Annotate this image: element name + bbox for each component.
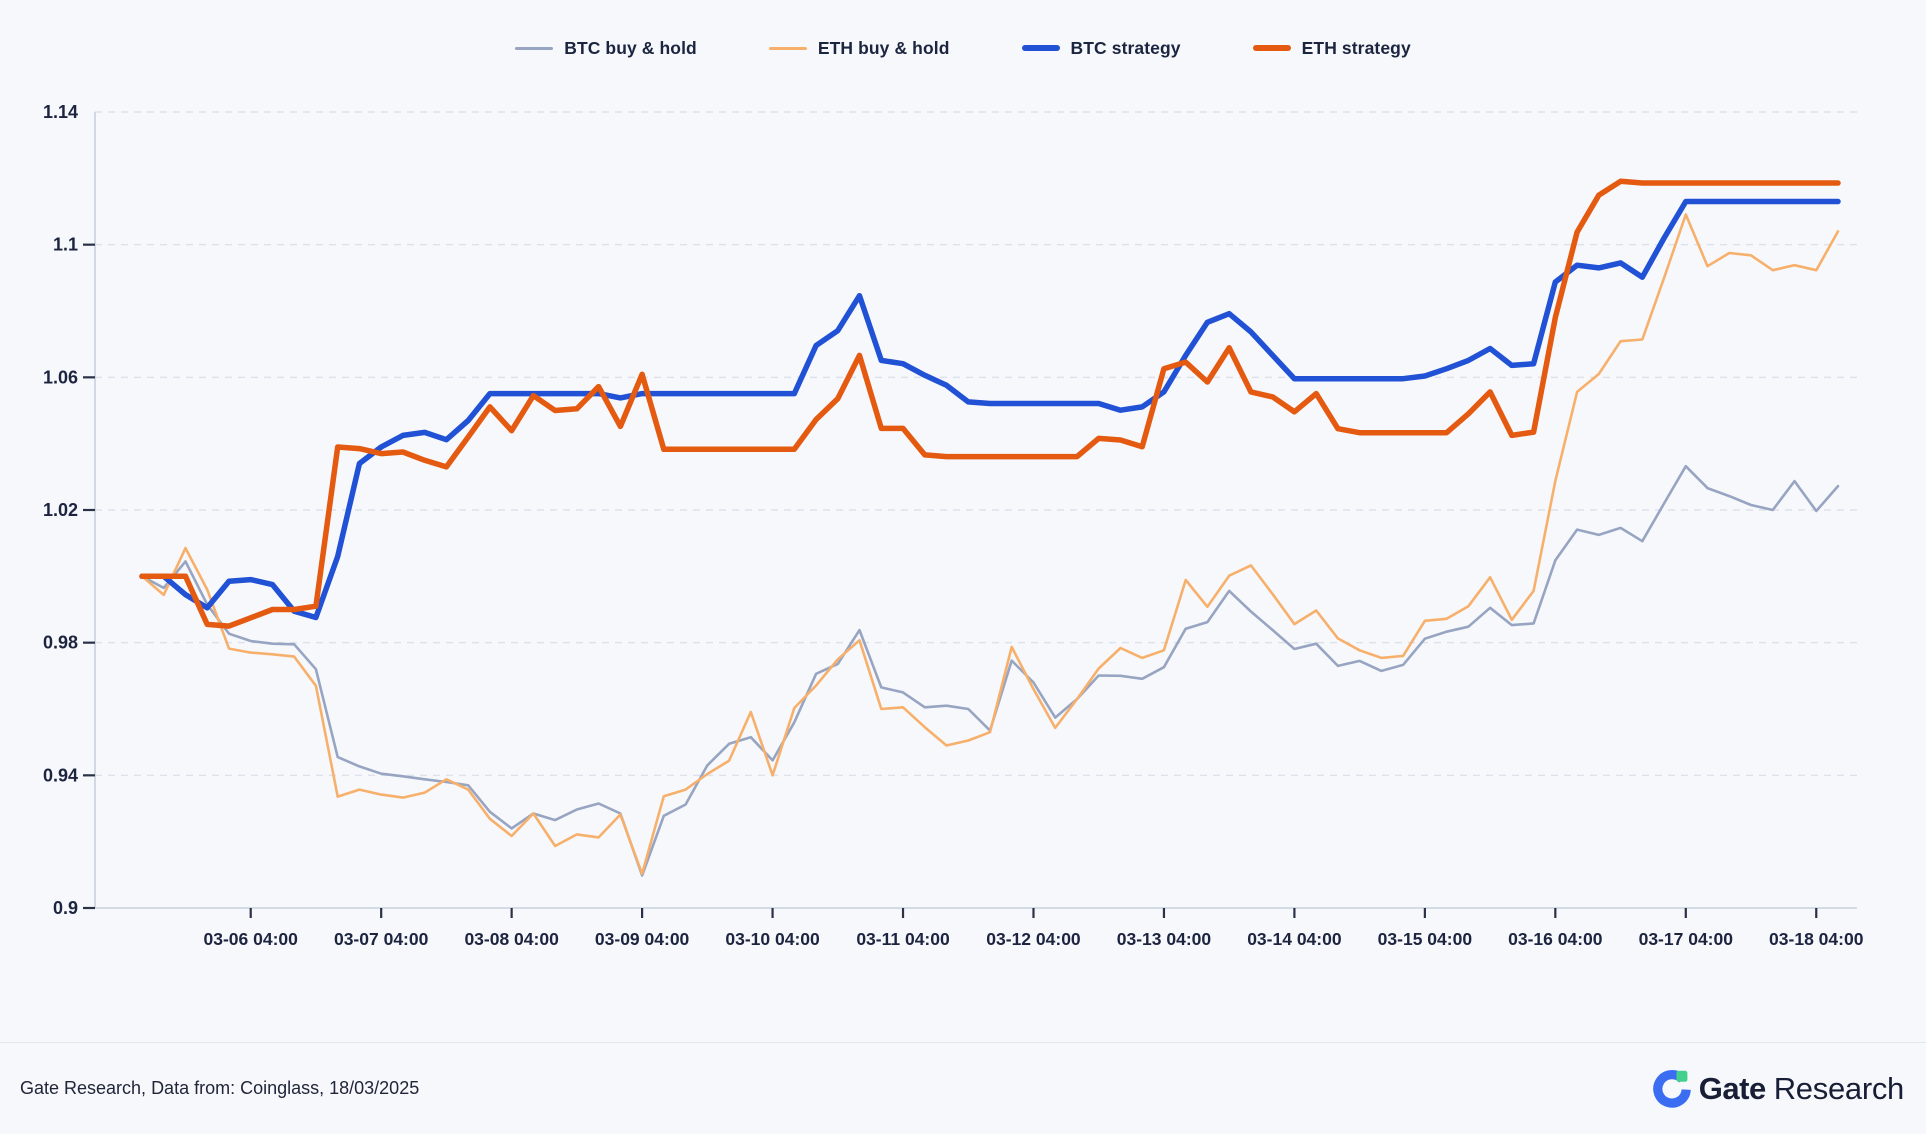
x-axis-label: 03-07 04:00 xyxy=(334,929,429,949)
legend-label: BTC strategy xyxy=(1070,37,1181,58)
series-eth-strategy xyxy=(139,178,1841,629)
brand-research-text: Research xyxy=(1773,1070,1905,1106)
x-axis-label: 03-13 04:00 xyxy=(1117,929,1212,949)
line-chart: 1.14 1.1 1.06 1.02 0.98 0.94 0.9 03-06 04:00 03-… xyxy=(43,102,1864,949)
gate-logo-icon xyxy=(1653,1069,1691,1108)
legend-swatch-btc-strategy-icon xyxy=(1021,45,1060,51)
series-btc-strategy xyxy=(139,198,1841,621)
legend-swatch-eth-buy-hold-icon xyxy=(768,46,807,50)
legend-item-btc-strategy[interactable]: BTC strategy xyxy=(1021,37,1181,59)
y-axis-label: 0.94 xyxy=(43,765,78,785)
legend-swatch-eth-strategy-icon xyxy=(1252,45,1291,51)
x-axis-label: 03-06 04:00 xyxy=(204,929,299,949)
legend-item-eth-strategy[interactable]: ETH strategy xyxy=(1252,37,1411,59)
y-axis-label: 0.98 xyxy=(43,633,78,653)
x-axis-label: 03-08 04:00 xyxy=(464,929,559,949)
x-axis-label: 03-15 04:00 xyxy=(1378,929,1473,949)
legend-label: BTC buy & hold xyxy=(564,37,697,58)
footer: Gate Research, Data from: Coinglass, 18/… xyxy=(0,1042,1926,1134)
gate-research-logo: Gate Research xyxy=(1653,1069,1905,1108)
chart-legend: BTC buy & hold ETH buy & hold BTC strate… xyxy=(0,33,1926,63)
x-axis-label: 03-17 04:00 xyxy=(1639,929,1734,949)
y-axis-label: 1.02 xyxy=(43,500,78,520)
x-axis-label: 03-14 04:00 xyxy=(1247,929,1342,949)
x-axis-label: 03-09 04:00 xyxy=(595,929,690,949)
y-axis-label: 1.06 xyxy=(43,367,78,387)
x-axis-label: 03-12 04:00 xyxy=(986,929,1081,949)
x-axis-label: 03-11 04:00 xyxy=(856,929,950,949)
legend-item-eth-buy-hold[interactable]: ETH buy & hold xyxy=(768,37,950,59)
legend-swatch-btc-buy-hold-icon xyxy=(515,46,554,50)
series-eth-buy-hold xyxy=(140,213,1840,876)
y-axis-label: 0.9 xyxy=(53,898,78,918)
x-axis-label: 03-16 04:00 xyxy=(1508,929,1603,949)
footer-source-text: Gate Research, Data from: Coinglass, 18/… xyxy=(20,1078,420,1098)
legend-item-btc-buy-hold[interactable]: BTC buy & hold xyxy=(515,38,697,59)
x-axis-label: 03-10 04:00 xyxy=(725,929,820,949)
y-axis-label: 1.14 xyxy=(43,102,78,122)
brand-gate-text: Gate xyxy=(1698,1070,1766,1106)
y-axis-label: 1.1 xyxy=(53,235,78,255)
legend-label: ETH strategy xyxy=(1301,37,1411,58)
chart-canvas: 1.14 1.1 1.06 1.02 0.98 0.94 0.9 03-06 04:00 03-… xyxy=(43,102,1864,949)
legend-label: ETH buy & hold xyxy=(817,37,950,58)
series-btc-buy-hold xyxy=(140,464,1840,877)
x-axis-label: 03-18 04:00 xyxy=(1769,929,1864,949)
